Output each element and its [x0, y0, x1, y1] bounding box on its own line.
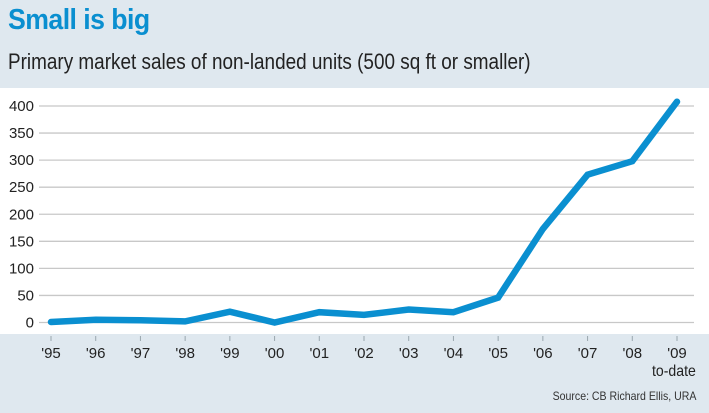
x-tick-label: '06 — [533, 345, 553, 362]
x-tick-label: '04 — [444, 345, 464, 362]
plot-panel — [0, 88, 709, 334]
x-tick-label: '97 — [131, 345, 151, 362]
x-tick-label: '02 — [354, 345, 374, 362]
x-tick-label: '95 — [41, 345, 61, 362]
y-tick-label: 100 — [9, 260, 34, 277]
series-line — [47, 98, 681, 326]
y-tick-label: 150 — [9, 233, 34, 250]
x-tick-label: '96 — [86, 345, 106, 362]
y-tick-label: 50 — [17, 287, 34, 304]
y-tick-label: 0 — [26, 315, 34, 332]
x-tick-label: '03 — [399, 345, 419, 362]
x-tick-label: '00 — [265, 345, 285, 362]
x-tick-label: '08 — [623, 345, 643, 362]
to-date-annotation: to-date — [652, 363, 696, 380]
x-tick-label: '98 — [175, 345, 195, 362]
x-tick-label: '05 — [488, 345, 508, 362]
source-note: Source: CB Richard Ellis, URA — [552, 389, 696, 403]
y-tick-label: 300 — [9, 152, 34, 169]
x-tick-label: '01 — [310, 345, 330, 362]
x-tick-label: '99 — [220, 345, 240, 362]
y-tick-label: 200 — [9, 206, 34, 223]
x-tick-label: '09 — [667, 345, 687, 362]
y-tick-label: 250 — [9, 179, 34, 196]
x-tick-label: '07 — [578, 345, 598, 362]
chart-subtitle: Primary market sales of non-landed units… — [8, 49, 531, 74]
chart-title: Small is big — [8, 4, 150, 36]
y-tick-label: 350 — [9, 125, 34, 142]
y-tick-label: 400 — [9, 98, 34, 115]
